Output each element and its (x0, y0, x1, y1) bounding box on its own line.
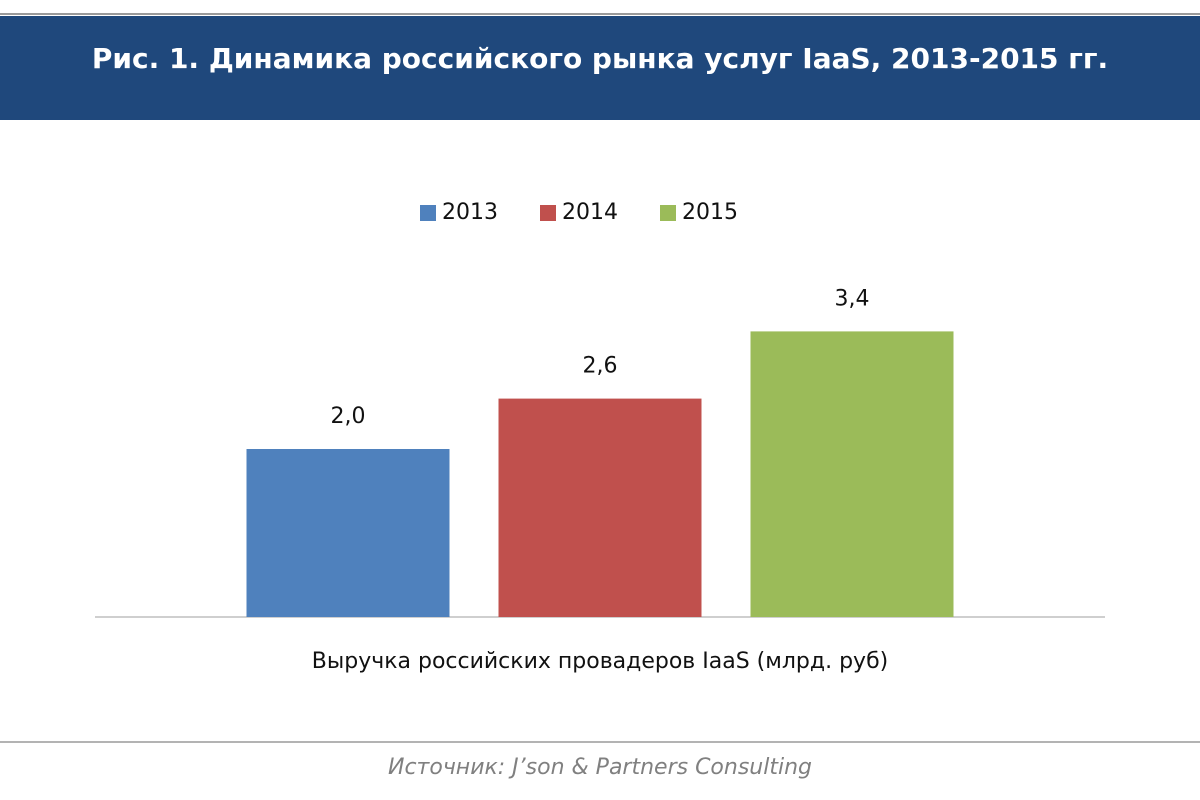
value-label: 2,0 (331, 404, 366, 429)
chart-title: Рис. 1. Динамика российского рынка услуг… (92, 42, 1108, 75)
title-band (0, 16, 1200, 120)
bar (750, 331, 954, 617)
legend-swatch (420, 205, 436, 221)
x-tick-label: Выручка российских провадеров IaaS (млрд… (312, 649, 888, 674)
value-label: 2,6 (583, 354, 618, 379)
legend-swatch (540, 205, 556, 221)
bar (498, 398, 702, 617)
legend-swatch (660, 205, 676, 221)
legend-label: 2013 (442, 200, 498, 225)
legend-label: 2014 (562, 200, 618, 225)
value-label: 3,4 (835, 286, 870, 311)
legend-label: 2015 (682, 200, 738, 225)
bar (246, 449, 450, 617)
source: Источник: J’son & Partners Consulting (388, 755, 812, 780)
